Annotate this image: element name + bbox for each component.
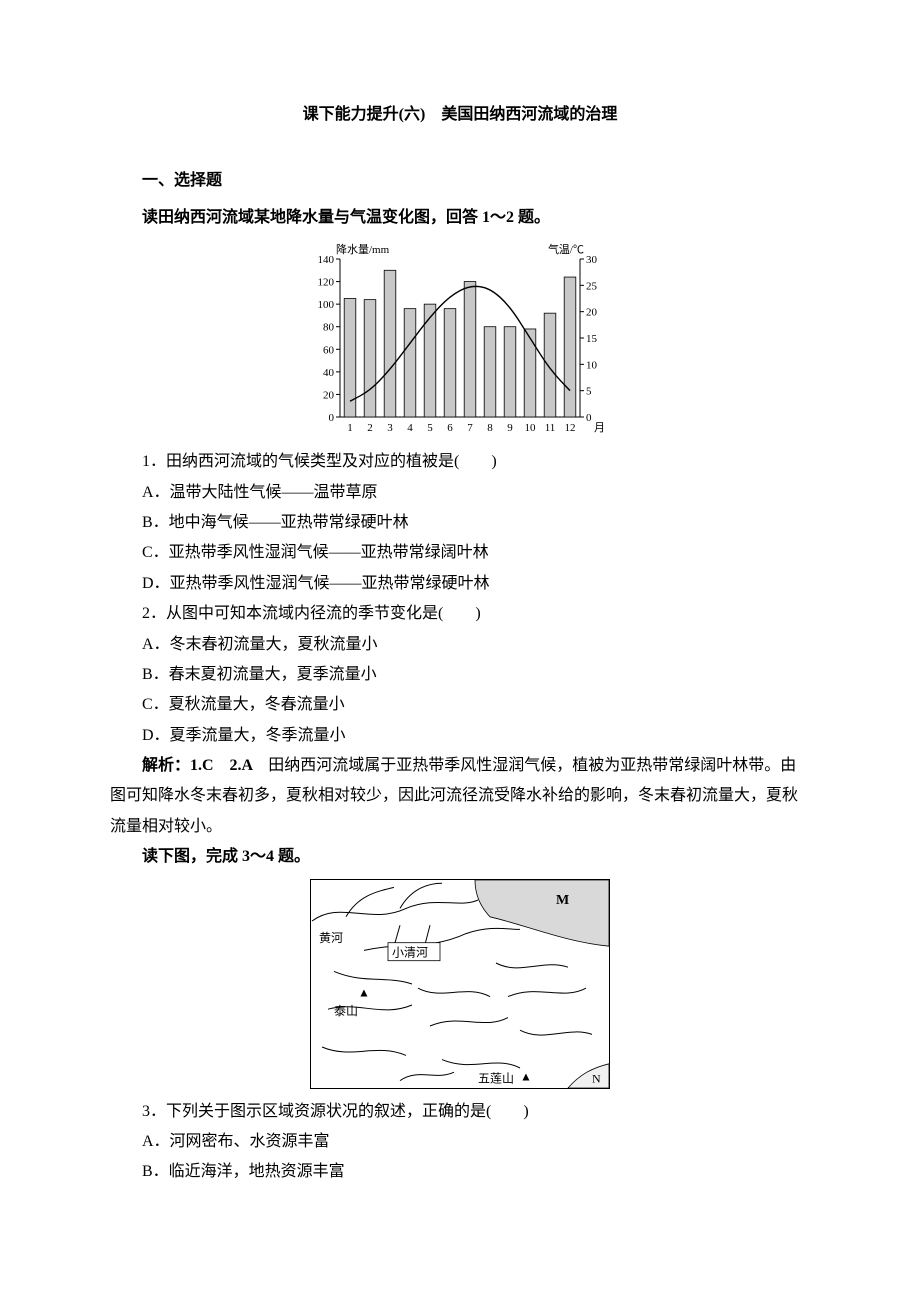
svg-text:80: 80 xyxy=(323,322,335,334)
q2-opt-d: D．夏季流量大，冬季流量小 xyxy=(110,721,810,751)
q3-text: 3．下列关于图示区域资源状况的叙述，正确的是( ) xyxy=(110,1097,810,1127)
map-figure: ▲ ▲ 黄河小清河泰山五莲山 M N xyxy=(310,879,610,1089)
svg-text:15: 15 xyxy=(586,333,598,345)
svg-text:6: 6 xyxy=(447,422,453,434)
svg-text:100: 100 xyxy=(318,299,335,311)
q1-opt-a: A．温带大陆性气候——温带草原 xyxy=(110,478,810,508)
svg-text:五莲山: 五莲山 xyxy=(478,1071,514,1085)
svg-text:9: 9 xyxy=(507,422,513,434)
svg-text:▲: ▲ xyxy=(358,985,370,999)
q2-opt-c: C．夏秋流量大，冬春流量小 xyxy=(110,690,810,720)
svg-text:2: 2 xyxy=(367,422,373,434)
svg-text:0: 0 xyxy=(586,412,592,424)
svg-text:7: 7 xyxy=(467,422,473,434)
svg-text:12: 12 xyxy=(565,422,576,434)
answer-1-2: 解析：1.C 2.A 田纳西河流域属于亚热带季风性湿润气候，植被为亚热带常绿阔叶… xyxy=(110,751,810,842)
q1-opt-c: C．亚热带季风性湿润气候——亚热带常绿阔叶林 xyxy=(110,538,810,568)
svg-text:5: 5 xyxy=(586,386,592,398)
svg-text:120: 120 xyxy=(318,277,335,289)
q1-opt-b: B．地中海气候——亚热带常绿硬叶林 xyxy=(110,508,810,538)
stem-q3q4: 读下图，完成 3～4 题。 xyxy=(110,842,810,872)
climate-chart: 0204060801001201400510152025301234567891… xyxy=(300,239,620,439)
q3-opt-b: B．临近海洋，地热资源丰富 xyxy=(110,1157,810,1187)
svg-text:40: 40 xyxy=(323,367,335,379)
svg-text:1: 1 xyxy=(347,422,353,434)
svg-text:气温/℃: 气温/℃ xyxy=(548,242,584,256)
svg-text:黄河: 黄河 xyxy=(319,931,343,945)
svg-text:8: 8 xyxy=(487,422,493,434)
svg-text:5: 5 xyxy=(427,422,433,434)
svg-text:N: N xyxy=(592,1071,601,1085)
svg-text:140: 140 xyxy=(318,254,335,266)
svg-text:20: 20 xyxy=(586,307,598,319)
q2-text: 2．从图中可知本流域内径流的季节变化是( ) xyxy=(110,599,810,629)
section-heading: 一、选择题 xyxy=(110,166,810,196)
svg-text:月: 月 xyxy=(594,422,605,434)
answer-1-2-lead: 解析：1.C 2.A xyxy=(142,757,268,774)
svg-text:M: M xyxy=(556,893,569,908)
svg-text:10: 10 xyxy=(525,422,537,434)
svg-text:▲: ▲ xyxy=(520,1069,532,1083)
stem-q1q2: 读田纳西河流域某地降水量与气温变化图，回答 1～2 题。 xyxy=(110,203,810,233)
svg-text:10: 10 xyxy=(586,360,598,372)
svg-text:11: 11 xyxy=(545,422,556,434)
svg-text:3: 3 xyxy=(387,422,393,434)
q1-opt-d: D．亚热带季风性湿润气候——亚热带常绿硬叶林 xyxy=(110,569,810,599)
map-wrap: ▲ ▲ 黄河小清河泰山五莲山 M N xyxy=(110,879,810,1089)
svg-text:30: 30 xyxy=(586,254,598,266)
svg-text:60: 60 xyxy=(323,344,335,356)
svg-text:20: 20 xyxy=(323,390,335,402)
svg-text:小清河: 小清河 xyxy=(392,945,428,959)
climate-chart-wrap: 0204060801001201400510152025301234567891… xyxy=(110,239,810,439)
q2-opt-a: A．冬末春初流量大，夏秋流量小 xyxy=(110,630,810,660)
svg-text:0: 0 xyxy=(329,412,335,424)
svg-text:25: 25 xyxy=(586,281,598,293)
page-title: 课下能力提升(六) 美国田纳西河流域的治理 xyxy=(110,100,810,130)
q1-text: 1．田纳西河流域的气候类型及对应的植被是( ) xyxy=(110,447,810,477)
svg-text:泰山: 泰山 xyxy=(334,1003,358,1017)
q3-opt-a: A．河网密布、水资源丰富 xyxy=(110,1127,810,1157)
svg-text:降水量/mm: 降水量/mm xyxy=(336,242,390,256)
q2-opt-b: B．春末夏初流量大，夏季流量小 xyxy=(110,660,810,690)
page: 课下能力提升(六) 美国田纳西河流域的治理 一、选择题 读田纳西河流域某地降水量… xyxy=(0,0,920,1302)
svg-text:4: 4 xyxy=(407,422,413,434)
